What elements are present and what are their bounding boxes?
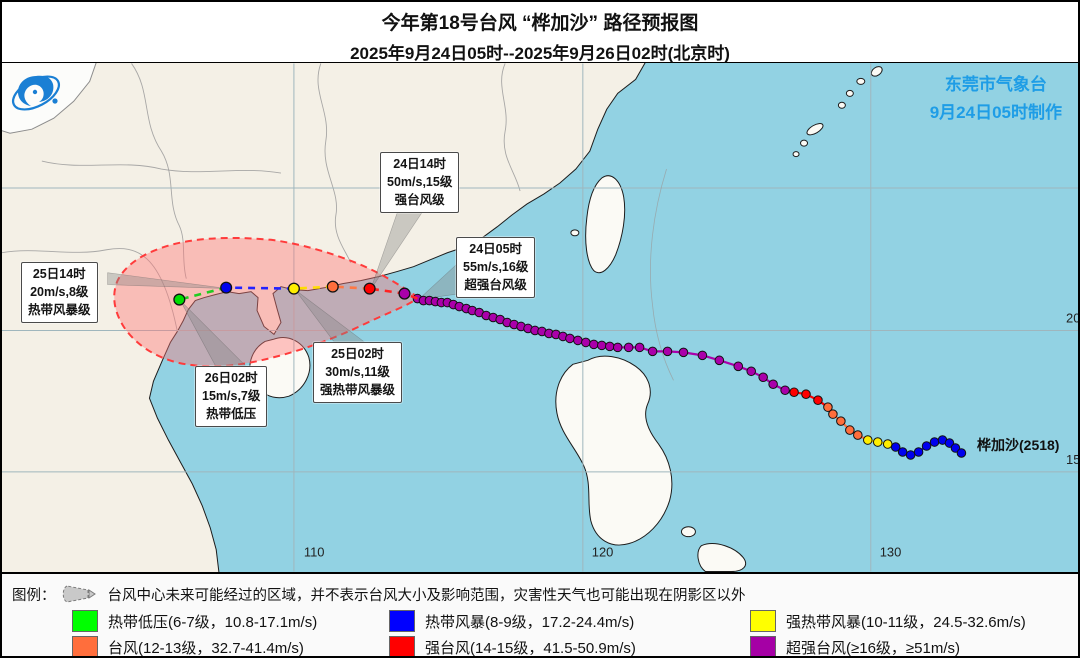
ryukyu-islands — [792, 66, 883, 158]
legend-caption: 图例： — [12, 587, 56, 604]
luzon-island — [555, 355, 673, 546]
svg-text:110: 110 — [304, 545, 325, 560]
legend-label: 超强台风(≥16级，≥51m/s) — [786, 639, 960, 657]
svg-text:15: 15 — [1066, 452, 1078, 467]
boundary-line — [650, 168, 674, 381]
page-title: 今年第18号台风 “桦加沙” 路径预报图 — [381, 13, 699, 34]
legend-item-sts: 强热带风暴(10-11级，24.5-32.6m/s) — [750, 610, 1026, 632]
callout-time: 24日14时 — [393, 157, 447, 171]
callout-wind: 55m/s,16级 — [463, 259, 529, 274]
province-border — [501, 63, 521, 192]
legend-swatch-td — [72, 610, 98, 632]
legend-panel: 图例： 台风中心未来可能经过的区域，并不表示台风大小及影响范围，灾害性天气也可能… — [2, 572, 1078, 656]
svg-text:120: 120 — [592, 545, 614, 560]
small-island — [697, 543, 747, 572]
forecast-track-layer — [173, 280, 418, 306]
legend-item-ty: 台风(12-13级，32.7-41.4m/s) — [72, 636, 304, 657]
province-border — [131, 63, 187, 279]
callout-category: 超强台风级 — [464, 277, 527, 292]
callout-time: 24日05时 — [469, 242, 523, 256]
observed-track-layer — [412, 293, 967, 460]
legend-label: 强台风(14-15级，41.5-50.9m/s) — [425, 639, 636, 657]
callout-25d02h: 25日02时 30m/s,11级 强热带风暴级 — [313, 342, 403, 404]
callout-time: 25日14时 — [32, 267, 86, 281]
legend-label: 热带低压(6-7级，10.8-17.1m/s) — [108, 613, 318, 631]
callout-time: 26日02时 — [204, 371, 258, 385]
map-header: 今年第18号台风 “桦加沙” 路径预报图 2025年9月24日05时--2025… — [2, 2, 1078, 63]
callout-wind: 50m/s,15级 — [387, 174, 453, 189]
callout-wedge — [107, 272, 228, 289]
penghu-island — [570, 229, 580, 237]
callout-24d14h: 24日14时 50m/s,15级 强台风级 — [380, 152, 460, 214]
mainland-coastline — [2, 63, 646, 572]
legend-item-super-ty: 超强台风(≥16级，≥51m/s) — [750, 636, 960, 657]
callout-category: 强台风级 — [394, 192, 445, 207]
legend-swatch-super-ty — [750, 636, 776, 656]
meteo-agency-logo-icon — [11, 75, 61, 111]
callout-wind: 15m/s,7级 — [202, 388, 261, 403]
legend-label: 热带风暴(8-9级，17.2-24.4m/s) — [425, 613, 635, 631]
province-border — [317, 63, 352, 263]
issue-time: 9月24日05时制作 — [929, 103, 1062, 123]
callout-wind: 30m/s,11级 — [325, 364, 390, 379]
map-canvas: 110 120 130 20 15 东莞市气象台 9月24日05时制作 — [2, 63, 1078, 572]
callout-time: 25日02时 — [331, 347, 384, 361]
small-island — [680, 526, 696, 538]
country-border — [2, 248, 178, 332]
callout-wedge — [294, 289, 365, 342]
cone-icon — [62, 585, 96, 603]
callout-category: 热带低压 — [206, 406, 257, 421]
legend-swatch-sts — [750, 610, 776, 632]
agency-credit: 东莞市气象台 9月24日05时制作 — [930, 71, 1062, 127]
legend-item-sty: 强台风(14-15级，41.5-50.9m/s) — [389, 636, 636, 657]
callout-wedge — [180, 300, 246, 366]
legend-label: 台风(12-13级，32.7-41.4m/s) — [108, 639, 304, 657]
legend-label: 强热带风暴(10-11级，24.5-32.6m/s) — [786, 613, 1026, 631]
svg-text:20: 20 — [1066, 310, 1078, 325]
callout-26d02h: 26日02时 15m/s,7级 热带低压 — [195, 366, 268, 428]
legend-item-td: 热带低压(6-7级，10.8-17.1m/s) — [72, 610, 317, 632]
page-subtitle: 2025年9月24日05时--2025年9月26日02时(北京时) — [350, 44, 730, 63]
storm-name-label: 桦加沙(2518) — [977, 437, 1060, 453]
legend-swatch-ts — [389, 610, 415, 632]
taiwan-island — [585, 175, 626, 274]
basemap-svg: 110 120 130 20 15 — [2, 63, 1078, 572]
callout-24d05h: 24日05时 55m/s,16级 超强台风级 — [456, 237, 536, 299]
agency-name: 东莞市气象台 — [944, 75, 1047, 94]
callout-category: 强热带风暴级 — [320, 382, 396, 397]
legend-item-ts: 热带风暴(8-9级，17.2-24.4m/s) — [389, 610, 634, 632]
callout-wind: 20m/s,8级 — [30, 284, 89, 299]
legend-header: 图例： 台风中心未来可能经过的区域，并不表示台风大小及影响范围，灾害性天气也可能… — [12, 582, 746, 606]
callout-25d14h: 25日14时 20m/s,8级 热带风暴级 — [21, 262, 98, 324]
forecast-cone — [113, 236, 421, 368]
callout-category: 热带风暴级 — [28, 302, 91, 317]
province-border — [41, 160, 282, 174]
svg-text:130: 130 — [880, 545, 902, 560]
legend-swatch-ty — [72, 636, 98, 656]
legend-swatch-sty — [389, 636, 415, 656]
legend-cone-note: 台风中心未来可能经过的区域，并不表示台风大小及影响范围，灾害性天气也可能出现在阴… — [107, 587, 746, 604]
